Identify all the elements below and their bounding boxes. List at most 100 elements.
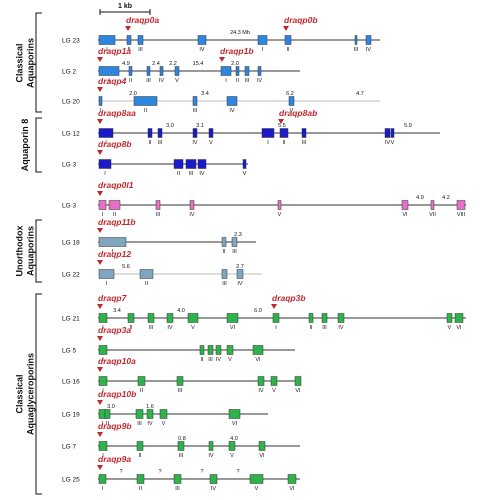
linkage-group-label: LG 12 [62, 131, 80, 138]
intron-size-label: 0.8 [178, 436, 186, 442]
exon-number: V [290, 108, 294, 114]
exon [456, 200, 466, 210]
exon-number: III [158, 140, 163, 146]
exon [272, 313, 280, 323]
gene-name: draqp7 [98, 293, 128, 303]
exon-number: V [191, 325, 195, 331]
exon-number: II [222, 249, 226, 255]
exon-number: V [209, 140, 213, 146]
exon [228, 409, 241, 419]
gene-name: draqp0a [126, 15, 159, 25]
gene-name: draqp10b [98, 389, 136, 399]
exon [192, 96, 198, 106]
exon [98, 345, 108, 355]
exon-number: VII [429, 212, 436, 218]
linkage-group-label: LG 3 [62, 162, 76, 169]
exon [270, 376, 278, 386]
exon [257, 376, 265, 386]
linkage-group-label: LG 25 [62, 477, 80, 484]
exon [147, 313, 155, 323]
exon [258, 441, 266, 451]
exon [365, 35, 372, 45]
exon-number: II [106, 421, 110, 427]
gene-marker-arrow [97, 260, 103, 265]
exon [226, 96, 238, 106]
exon-number: VI [456, 325, 462, 331]
exon-number: III [137, 421, 142, 427]
gene-marker-arrow [97, 150, 103, 155]
group-bracket [35, 293, 42, 495]
exon-number: III [179, 453, 184, 459]
exon [98, 96, 103, 106]
exon [135, 409, 144, 419]
exon-number: IV [237, 281, 243, 287]
exon-number: II [236, 78, 240, 84]
intron-size-label: 3.1 [196, 123, 204, 129]
exon [155, 200, 161, 210]
exon [231, 237, 238, 247]
exon-number: IV [366, 47, 372, 53]
scale-bar-label: 1 kb [118, 3, 132, 10]
exon-number: VI [295, 388, 301, 394]
exon-number: I [112, 249, 114, 255]
exon-number: III [222, 281, 227, 287]
exon [136, 441, 144, 451]
intron-size-label: 6.2 [286, 91, 294, 97]
exon [176, 376, 184, 386]
intron-size-label: ? [119, 469, 122, 475]
exon-number: IV [199, 171, 205, 177]
exon-number: III [302, 140, 307, 146]
exon-number: VI [259, 453, 265, 459]
exon [147, 128, 153, 138]
exon-number: II [286, 47, 290, 53]
exon-number: I [102, 453, 104, 459]
gene-marker-arrow [97, 119, 103, 124]
intron-size-label: ? [200, 469, 203, 475]
exon-number: I [100, 108, 102, 114]
intron-size-label: 2.0 [129, 91, 137, 97]
exon-number: VI [402, 212, 408, 218]
exon-number: III [149, 325, 154, 331]
exon-number: II [113, 212, 117, 218]
exon-number: II [200, 357, 204, 363]
group-label: Aquaglyceroporins [26, 353, 36, 435]
intron-size-label: ? [236, 469, 239, 475]
exon [146, 409, 154, 419]
exon [166, 313, 174, 323]
exon [98, 66, 120, 76]
gene-row: LG 25I II III IV V VI??? ?draqp9a [62, 454, 300, 492]
exon [242, 159, 247, 169]
exon [127, 313, 135, 323]
exon [189, 200, 195, 210]
exon-number: IV [229, 108, 235, 114]
exon-number: II [138, 453, 142, 459]
gene-marker-arrow [283, 26, 289, 31]
linkage-group-label: LG 3 [62, 203, 76, 210]
exon-number: III [193, 108, 198, 114]
exon [288, 96, 295, 106]
exon [98, 376, 108, 386]
exon [159, 409, 168, 419]
exon-number: I [102, 486, 104, 492]
group-bracket [35, 219, 42, 283]
gene-marker-arrow [97, 228, 103, 233]
exon-number: IV [199, 47, 205, 53]
group-classical-aquaglyceroporins: Classical Aquaglyceroporins [15, 293, 42, 495]
gene-name: draqp8ab [279, 108, 317, 118]
exon [98, 441, 108, 451]
linkage-group-label: LG 2 [62, 69, 76, 76]
exon-number: I [106, 281, 108, 287]
exon [197, 35, 207, 45]
exon-number: II [177, 171, 181, 177]
exon [139, 269, 154, 279]
linkage-group-label: LG 20 [62, 99, 80, 106]
exon-number: II [282, 140, 286, 146]
gene-marker-arrow [97, 367, 103, 372]
linkage-group-label: LG 18 [62, 240, 80, 247]
intron-size-label: 1.6 [146, 404, 154, 410]
exon-number: I [275, 325, 277, 331]
exon [208, 441, 214, 451]
